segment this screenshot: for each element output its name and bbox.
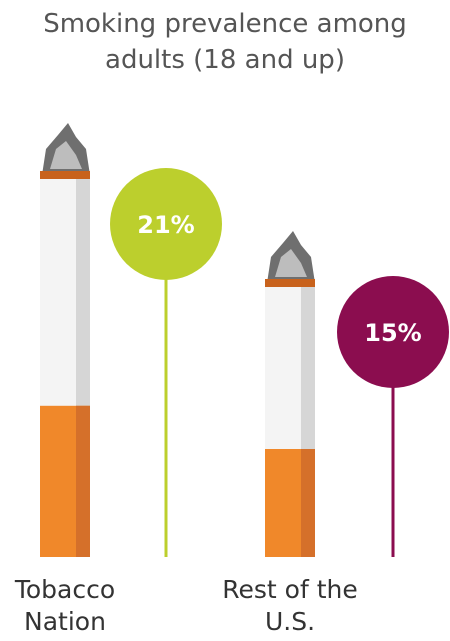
category-label: Tobacco Nation xyxy=(14,575,116,636)
value-balloon xyxy=(337,276,449,388)
cigarette-ash-light xyxy=(50,141,82,169)
cigarette-ash-light xyxy=(275,249,307,277)
chart-title: Smoking prevalence among adults (18 and … xyxy=(43,9,407,75)
cigarette-filter-shade xyxy=(301,449,315,557)
balloon-stem xyxy=(391,332,395,557)
cigarette-ember xyxy=(265,279,315,287)
value-balloon xyxy=(110,168,222,280)
cigarette-ember xyxy=(40,171,90,179)
balloon-stem xyxy=(164,224,168,557)
value-label: 21% xyxy=(137,211,194,239)
category-label: Rest of the U.S. xyxy=(222,575,358,636)
value-label: 15% xyxy=(364,319,421,347)
cigarette-filter-shade xyxy=(76,405,90,557)
